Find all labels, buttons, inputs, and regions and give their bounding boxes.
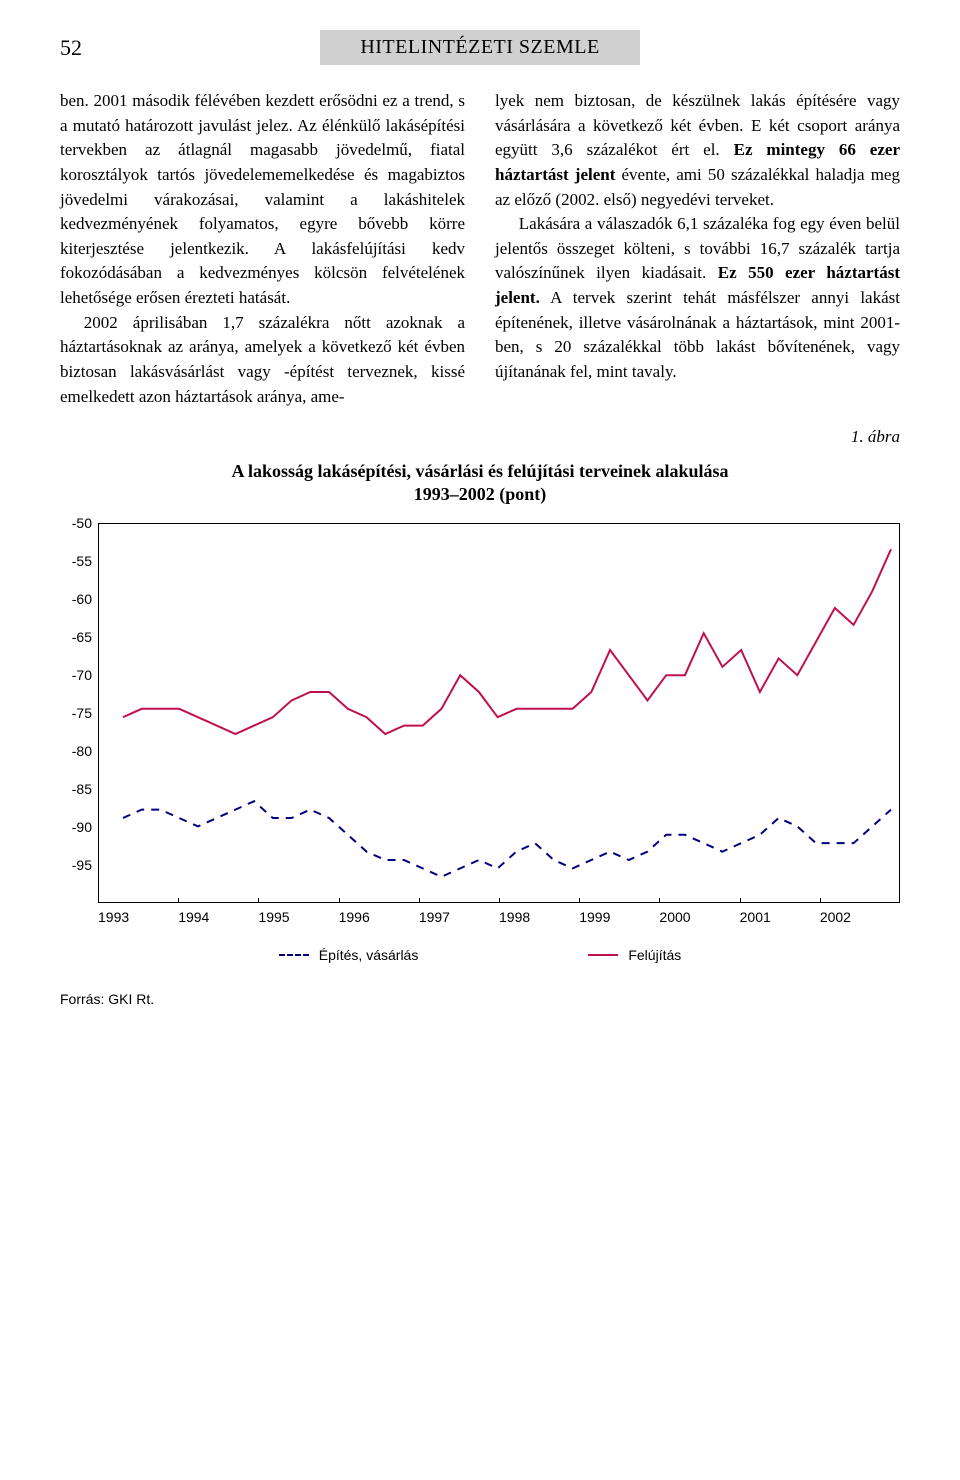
source-note: Forrás: GKI Rt. — [60, 991, 900, 1007]
y-tick-label: -90 — [72, 819, 92, 835]
left-column: ben. 2001 második félévében kezdett erős… — [60, 89, 465, 409]
legend-swatch-solid — [588, 954, 618, 956]
y-tick-label: -50 — [72, 515, 92, 531]
y-tick: -95 — [60, 865, 92, 903]
legend-label: Felújítás — [628, 947, 681, 963]
legend-item: Építés, vásárlás — [279, 947, 419, 963]
journal-banner: HITELINTÉZETI SZEMLE — [320, 30, 639, 65]
y-tick-label: -60 — [72, 591, 92, 607]
x-tick: 1999 — [579, 903, 659, 925]
x-tick: 1996 — [339, 903, 419, 925]
x-tick: 2002 — [820, 903, 900, 925]
body-columns: ben. 2001 második félévében kezdett erős… — [60, 89, 900, 409]
y-tick-label: -95 — [72, 857, 92, 873]
chart-subtitle: 1993–2002 (pont) — [60, 484, 900, 505]
legend-label: Építés, vásárlás — [319, 947, 419, 963]
x-axis: 1993199419951996199719981999200020012002 — [98, 903, 900, 925]
legend-swatch-dashed — [279, 954, 309, 956]
series-Építés, vásárlás — [123, 802, 891, 878]
chart: -50-55-60-65-70-75-80-85-90-95 199319941… — [60, 523, 900, 963]
text-run: A tervek szerint tehát másfélszer annyi … — [495, 288, 900, 381]
y-tick-label: -55 — [72, 553, 92, 569]
body-paragraph: ben. 2001 második félévében kezdett erős… — [60, 89, 465, 311]
series-Felújítás — [123, 550, 891, 735]
right-column: lyek nem biztosan, de készülnek lakás ép… — [495, 89, 900, 409]
chart-title: A lakosság lakásépítési, vásárlási és fe… — [60, 461, 900, 482]
y-tick-label: -70 — [72, 667, 92, 683]
x-tick: 1994 — [178, 903, 258, 925]
body-paragraph: Lakására a válaszadók 6,1 százaléka fog … — [495, 212, 900, 384]
x-tick: 1993 — [98, 903, 178, 925]
y-tick-label: -75 — [72, 705, 92, 721]
figure-label: 1. ábra — [60, 427, 900, 447]
chart-body: -50-55-60-65-70-75-80-85-90-95 — [60, 523, 900, 903]
y-axis: -50-55-60-65-70-75-80-85-90-95 — [60, 523, 98, 903]
x-tick: 1997 — [419, 903, 499, 925]
y-tick-label: -85 — [72, 781, 92, 797]
chart-canvas — [99, 524, 899, 902]
x-tick: 2001 — [740, 903, 820, 925]
body-paragraph: 2002 áprilisában 1,7 százalékra nőtt azo… — [60, 311, 465, 410]
y-tick-label: -80 — [72, 743, 92, 759]
y-tick-label: -65 — [72, 629, 92, 645]
x-tick: 1995 — [258, 903, 338, 925]
legend: Építés, vásárlás Felújítás — [60, 947, 900, 963]
legend-item: Felújítás — [588, 947, 681, 963]
x-tick: 1998 — [499, 903, 579, 925]
body-paragraph: lyek nem biztosan, de készülnek lakás ép… — [495, 89, 900, 212]
x-tick: 2000 — [659, 903, 739, 925]
page: 52 HITELINTÉZETI SZEMLE ben. 2001 másodi… — [0, 0, 960, 1047]
header-row: 52 HITELINTÉZETI SZEMLE — [60, 30, 900, 65]
page-number: 52 — [60, 35, 82, 61]
plot-area — [98, 523, 900, 903]
